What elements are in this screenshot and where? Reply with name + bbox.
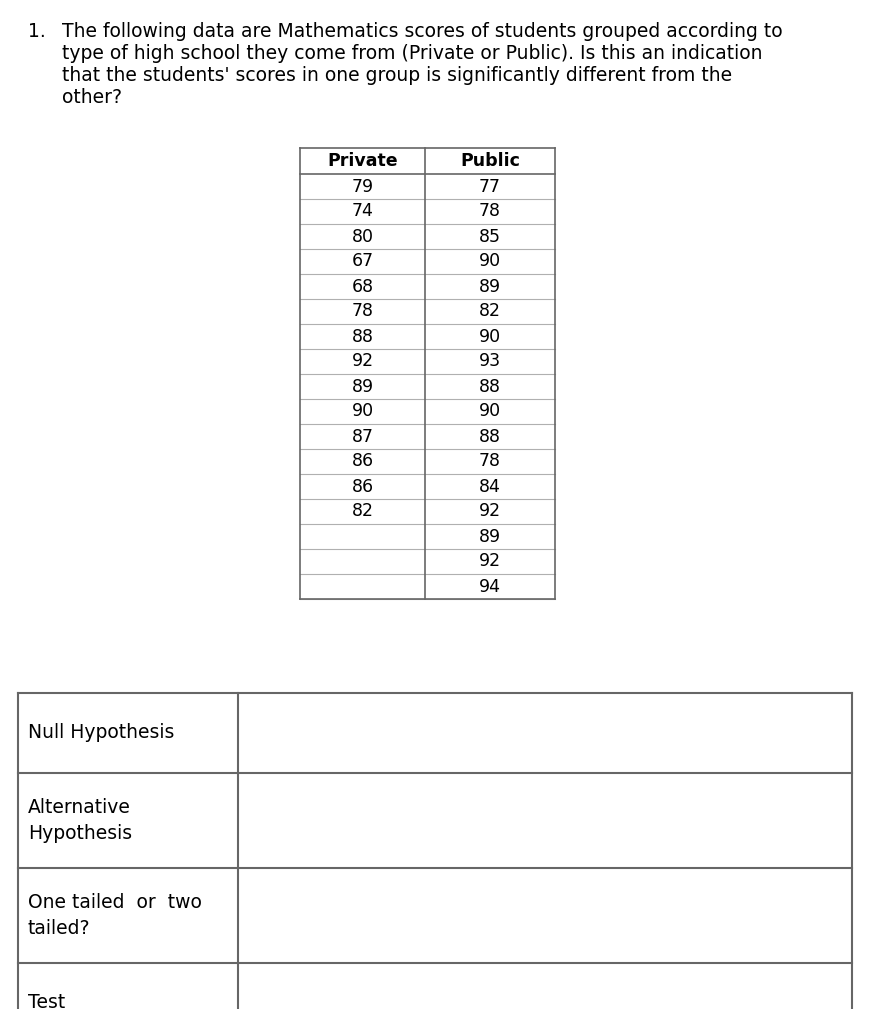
Text: Test: Test [28, 994, 65, 1009]
Text: 88: 88 [479, 377, 501, 396]
Text: 80: 80 [351, 227, 373, 245]
Text: 93: 93 [479, 352, 501, 370]
Text: 86: 86 [351, 477, 373, 495]
Text: 78: 78 [479, 452, 501, 470]
Text: 89: 89 [351, 377, 373, 396]
Text: 87: 87 [351, 428, 373, 446]
Text: The following data are Mathematics scores of students grouped according to: The following data are Mathematics score… [62, 22, 782, 41]
Text: that the students' scores in one group is significantly different from the: that the students' scores in one group i… [62, 66, 732, 85]
Text: One tailed  or  two
tailed?: One tailed or two tailed? [28, 893, 202, 938]
Text: 88: 88 [351, 328, 373, 345]
Text: 1.: 1. [28, 22, 46, 41]
Text: Public: Public [460, 152, 520, 170]
Text: 78: 78 [351, 303, 373, 321]
Text: 84: 84 [479, 477, 501, 495]
Text: 89: 89 [479, 528, 501, 546]
Text: 90: 90 [351, 403, 373, 421]
Text: 82: 82 [351, 502, 373, 521]
Text: other?: other? [62, 88, 122, 107]
Text: 90: 90 [479, 403, 501, 421]
Text: 85: 85 [479, 227, 501, 245]
Text: 82: 82 [479, 303, 501, 321]
Text: Private: Private [327, 152, 397, 170]
Text: 94: 94 [479, 577, 501, 595]
Text: 89: 89 [479, 277, 501, 296]
Text: 92: 92 [351, 352, 373, 370]
Text: 74: 74 [351, 203, 373, 221]
Text: 79: 79 [351, 178, 373, 196]
Text: 78: 78 [479, 203, 501, 221]
Text: 67: 67 [351, 252, 373, 270]
Text: Null Hypothesis: Null Hypothesis [28, 723, 174, 743]
Text: Alternative
Hypothesis: Alternative Hypothesis [28, 798, 132, 844]
Text: 77: 77 [479, 178, 501, 196]
Text: 86: 86 [351, 452, 373, 470]
Text: type of high school they come from (Private or Public). Is this an indication: type of high school they come from (Priv… [62, 44, 761, 63]
Text: 68: 68 [351, 277, 373, 296]
Text: 92: 92 [479, 553, 501, 570]
Text: 90: 90 [479, 328, 501, 345]
Text: 90: 90 [479, 252, 501, 270]
Text: 88: 88 [479, 428, 501, 446]
Text: 92: 92 [479, 502, 501, 521]
